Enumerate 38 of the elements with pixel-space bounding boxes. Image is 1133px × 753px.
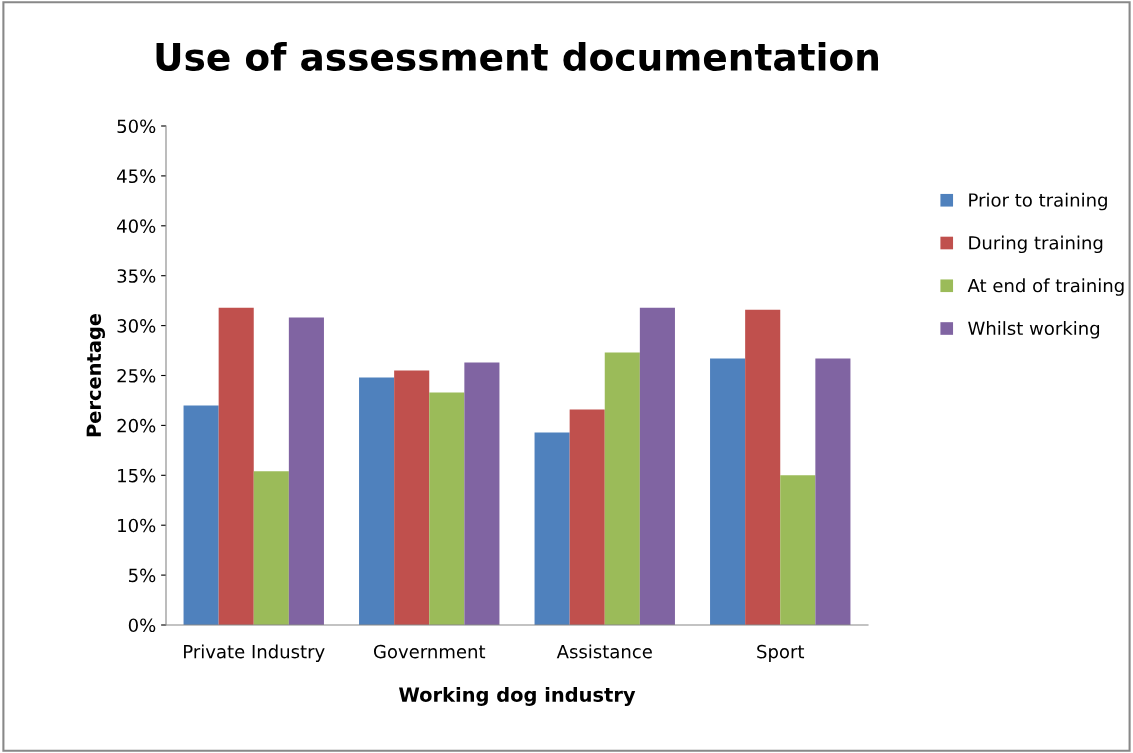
bar (710, 358, 746, 625)
y-tick-label: 25% (117, 368, 156, 383)
y-tick-label: 20% (117, 418, 156, 433)
bar (288, 317, 324, 625)
legend-label: Prior to training (969, 192, 1107, 211)
x-tick-label: Sport (757, 644, 805, 662)
y-tick-label: 45% (117, 169, 156, 184)
x-tick-label: Private Industry (184, 644, 325, 662)
y-tick-label: 30% (117, 319, 156, 333)
y-tick-label: 40% (117, 219, 156, 233)
y-tick-label: 10% (118, 518, 156, 533)
bar (534, 432, 570, 625)
bar (359, 377, 395, 625)
legend-label: Whilst working (968, 321, 1100, 339)
y-tick-label: 15% (118, 468, 156, 483)
bar (745, 309, 781, 625)
bar (253, 471, 289, 625)
bar (183, 405, 219, 625)
y-tick-label: 50% (117, 119, 156, 134)
bar (429, 392, 465, 625)
x-axis-title: Working dog industry (398, 686, 636, 706)
y-tick-label: 5% (129, 568, 156, 583)
bar (394, 370, 430, 625)
legend-label: At end of training (967, 278, 1124, 296)
x-tick-label: Assistance (556, 644, 652, 659)
y-tick-label: 0% (128, 618, 156, 633)
legend-label: During training (969, 235, 1103, 254)
y-axis-title: Percentage (86, 313, 106, 437)
bar (569, 409, 605, 625)
bar (780, 475, 816, 625)
y-tick-label: 35% (117, 269, 156, 283)
bar (639, 307, 675, 625)
bar (464, 362, 500, 625)
bar (218, 307, 254, 625)
x-tick-label: Government (373, 644, 486, 659)
chart-title: Use of assessment documentation (156, 41, 878, 71)
bar (604, 352, 640, 625)
bar (815, 358, 851, 625)
